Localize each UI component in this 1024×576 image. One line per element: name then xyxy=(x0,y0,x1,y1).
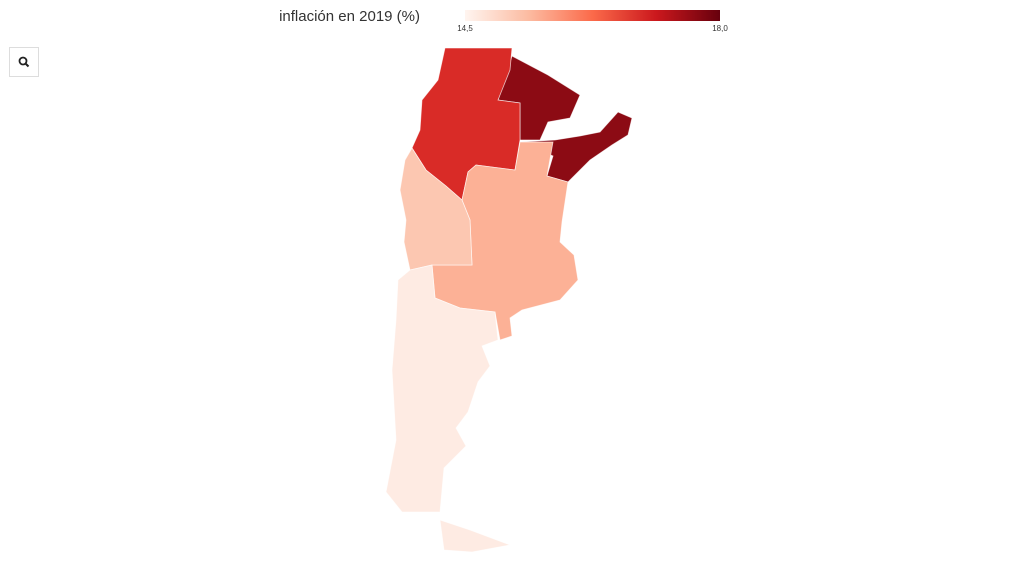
search-button[interactable] xyxy=(9,47,39,77)
region xyxy=(385,264,499,513)
region xyxy=(439,519,512,553)
search-icon xyxy=(18,56,30,68)
map-title: inflación en 2019 (%) xyxy=(279,8,420,25)
colorbar xyxy=(465,10,720,21)
colorbar-tick-label: 18,0 xyxy=(712,24,728,33)
colorbar-tick-label: 14,5 xyxy=(457,24,473,33)
